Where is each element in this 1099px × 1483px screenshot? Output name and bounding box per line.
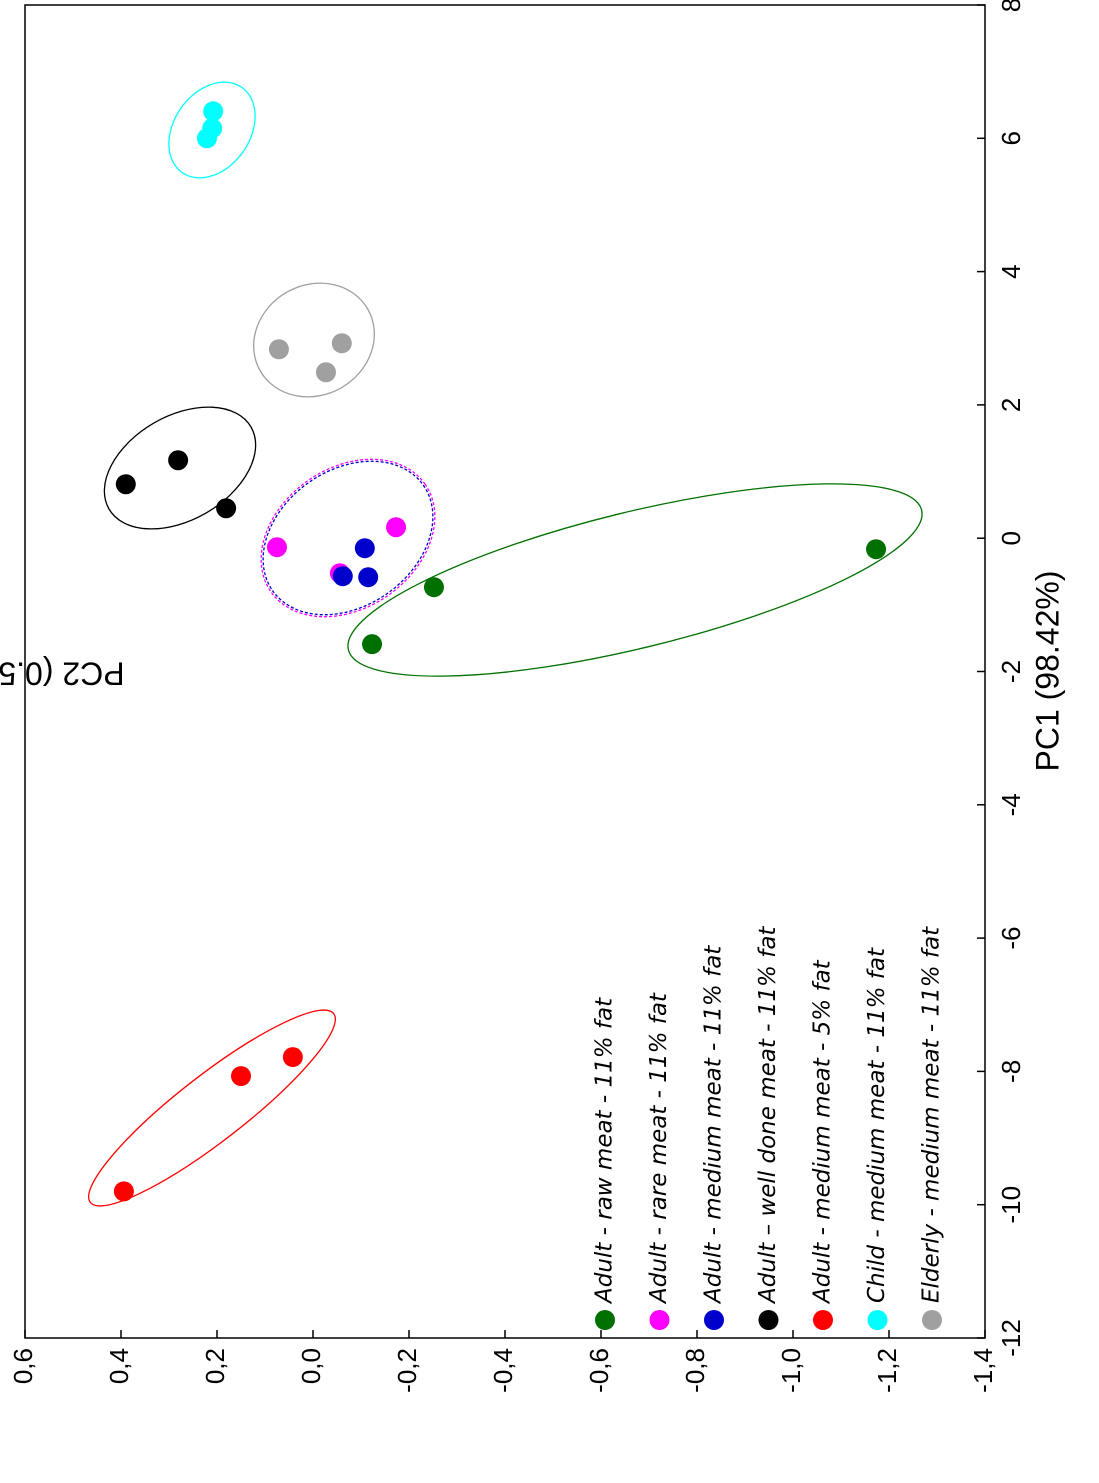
y-tick-label: -0,6	[584, 1348, 614, 1393]
x-tick-label: -6	[996, 927, 1026, 950]
ellipses	[87, 81, 923, 1207]
point	[268, 339, 289, 360]
legend-label: Adult – well done meat - 11% fat	[755, 926, 781, 1305]
legend-marker	[922, 1310, 942, 1330]
point	[203, 101, 224, 122]
legend-label: Elderly - medium meat - 11% fat	[919, 926, 945, 1303]
legend-label: Child - medium meat - 11% fat	[864, 947, 890, 1303]
cluster-ellipse	[253, 282, 375, 398]
point	[386, 517, 407, 538]
legend-marker	[595, 1310, 615, 1330]
y-tick-label: 0,2	[200, 1348, 230, 1384]
point	[196, 128, 217, 149]
x-tick-label: 4	[996, 264, 1026, 278]
y-tick-label: -1,0	[776, 1348, 806, 1393]
legend-marker	[813, 1310, 833, 1330]
point	[168, 450, 189, 471]
y-tick-label: -1,4	[968, 1348, 998, 1393]
legend-label: Adult - medium meat - 11% fat	[701, 945, 727, 1305]
point	[332, 566, 353, 587]
y-tick-label: -1,2	[872, 1348, 902, 1393]
legend-marker	[758, 1310, 779, 1330]
y-tick-label: -0,8	[680, 1348, 710, 1393]
point	[231, 1066, 251, 1087]
x-tick-label: -2	[996, 660, 1026, 683]
point	[216, 498, 237, 519]
point	[866, 539, 887, 560]
point	[315, 362, 336, 383]
plot-frame	[24, 4, 986, 1339]
legend-marker	[704, 1310, 724, 1330]
point	[354, 538, 375, 559]
cluster-ellipse	[168, 81, 256, 179]
legend-marker	[867, 1310, 888, 1330]
y-tick-label: -0,2	[392, 1348, 422, 1393]
x-tick-label: 0	[996, 531, 1026, 545]
y-tick-label: -0,4	[488, 1348, 518, 1393]
cluster-ellipse	[260, 458, 436, 618]
x-tick-label: -12	[996, 1319, 1026, 1357]
y-axis-title: PC2 (0.59%)	[0, 656, 125, 692]
legend-marker	[649, 1310, 670, 1330]
cluster-ellipse	[262, 460, 434, 616]
rotated-plot: PC1 (98.42%) PC2 (0.59%) -12 -10 -8 -6 -4 -2 0…	[0, 0, 1065, 1393]
point	[362, 634, 383, 655]
y-tick-label: 0,4	[104, 1348, 134, 1384]
point	[113, 1181, 134, 1202]
point	[267, 537, 287, 558]
x-tick-label: -8	[996, 1060, 1026, 1083]
y-tick-label: 0,6	[8, 1348, 38, 1384]
y-tick-label: 0,0	[296, 1348, 326, 1384]
point	[331, 333, 352, 354]
cluster-ellipse	[87, 1009, 337, 1207]
point	[358, 567, 379, 588]
legend-label: Adult - rare meat - 11% fat	[646, 992, 672, 1305]
x-axis-title: PC1 (98.42%)	[1029, 571, 1065, 772]
legend-label: Adult - medium meat - 5% fat	[810, 959, 836, 1305]
x-tick-label: 8	[996, 0, 1026, 12]
x-tick-label: -4	[996, 793, 1026, 816]
x-tick-label: 6	[996, 131, 1026, 145]
cluster-ellipse	[347, 483, 923, 677]
point	[115, 474, 136, 495]
legend-label: Adult - raw meat - 11% fat	[592, 997, 618, 1305]
point	[423, 577, 444, 598]
x-tick-label: 2	[996, 398, 1026, 412]
cluster-ellipse	[103, 406, 257, 530]
x-tick-label: -10	[996, 1186, 1026, 1224]
point	[282, 1047, 303, 1068]
